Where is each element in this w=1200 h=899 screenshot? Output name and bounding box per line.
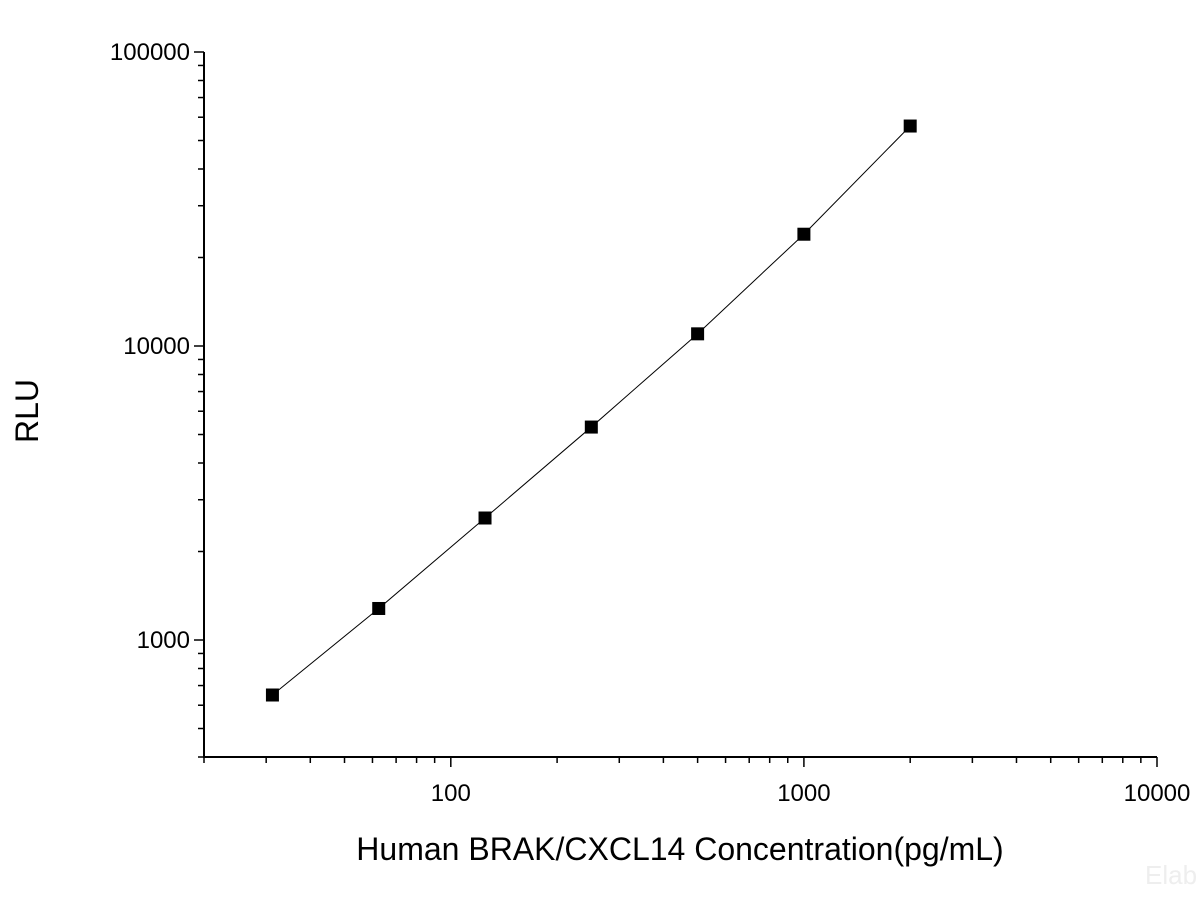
data-point — [584, 420, 598, 434]
data-point — [797, 227, 811, 241]
y-tick-label: 100000 — [110, 39, 190, 66]
data-point — [903, 119, 917, 133]
y-axis-ticks — [194, 51, 204, 758]
x-axis-tick-labels: 100 1000 10000 — [431, 780, 1191, 807]
data-point — [265, 688, 279, 702]
y-axis-title: RLU — [9, 379, 45, 443]
x-axis-ticks — [203, 757, 1158, 767]
x-axis-title: Human BRAK/CXCL14 Concentration(pg/mL) — [356, 831, 1003, 867]
y-tick-label: 10000 — [123, 333, 190, 360]
data-point — [478, 511, 492, 525]
series-point-group — [265, 119, 917, 702]
x-tick-label: 1000 — [777, 780, 830, 807]
series-line — [272, 125, 911, 696]
data-point — [372, 601, 386, 615]
watermark: Elab — [1145, 860, 1197, 890]
y-axis-tick-labels: 1000 10000 100000 — [110, 39, 190, 654]
data-point — [691, 327, 705, 341]
y-tick-label: 1000 — [137, 627, 190, 654]
series-line-group — [272, 125, 911, 696]
x-tick-label: 10000 — [1124, 780, 1191, 807]
axes — [203, 52, 1157, 758]
x-tick-label: 100 — [431, 780, 471, 807]
